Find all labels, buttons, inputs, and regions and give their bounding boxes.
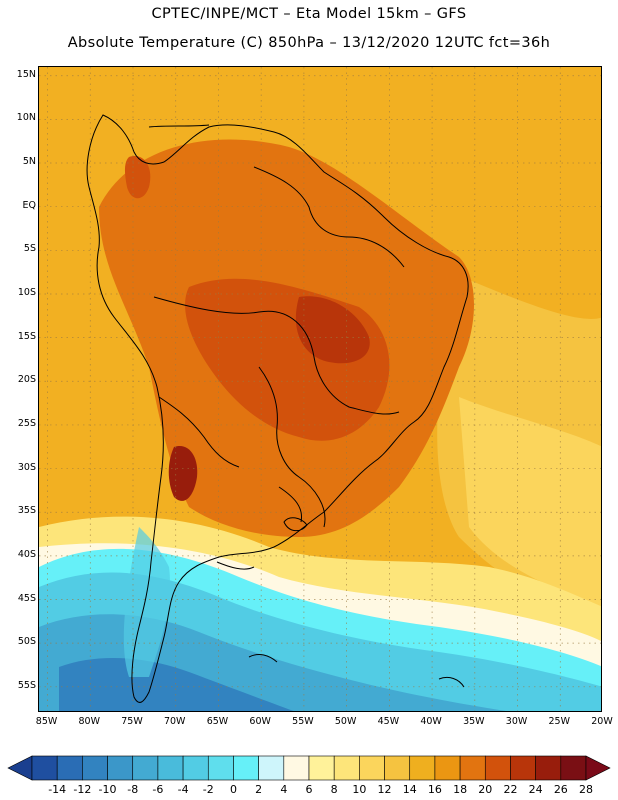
colorbar-tick-label: 24 [528,783,543,796]
lat-label: 10N [16,112,36,124]
map-title-line-1: CPTEC/INPE/MCT – Eta Model 15km – GFS [151,6,467,22]
colorbar-tick-label: -10 [98,783,117,796]
lat-label: 35S [17,505,36,517]
lat-label: EQ [22,199,36,211]
colorbar-tick-label: 20 [478,783,493,796]
colorbar-tick-label: 14 [402,783,417,796]
lon-label: 30W [505,716,528,727]
field-patagonia [123,527,170,677]
colorbar-segment [510,755,536,781]
colorbar-tick-label: 10 [352,783,367,796]
lon-label: 55W [292,716,314,727]
colorbar-tick-label: 8 [330,783,338,796]
colorbar-segment [107,755,134,781]
lon-label: 25W [548,716,570,727]
lat-label: 15S [17,330,36,342]
colorbar-segment [82,755,108,781]
colorbar-tick-label: -12 [73,783,92,796]
colorbar-under-arrow [7,755,33,781]
colorbar-segment [283,755,310,781]
colorbar-tick-label: 0 [229,783,237,796]
colorbar-segment [31,755,58,781]
lat-lon-grid [39,67,601,711]
colorbar-segment [359,755,385,781]
lon-label: 40W [420,716,442,727]
lon-label: 60W [249,716,271,727]
lon-label: 85W [35,716,58,727]
colorbar-segment [434,755,461,781]
temperature-field [39,67,601,711]
field-east-paleyellow [459,397,601,607]
colorbar-tick-label: 12 [377,783,392,796]
colorbar-tick-label: 26 [553,783,568,796]
colorbar-segment [308,755,335,781]
colorbar-tick-label: 2 [255,783,263,796]
colorbar-segment [207,755,234,781]
colorbar-segment [535,755,562,781]
lat-label: 45S [17,592,36,604]
lon-label: 80W [78,716,100,727]
colorbar-tick-label: -2 [202,783,214,796]
lat-label: 5S [23,243,36,255]
field-cold-4 [59,657,294,711]
colorbar-tick-label: -8 [127,783,139,796]
colorbar-tick-label: 16 [427,783,442,796]
lat-label: 20S [17,374,36,386]
lon-label: 45W [377,716,400,727]
colorbar-segment [459,755,486,781]
lat-label: 25S [17,417,36,429]
colorbar-segment [384,755,411,781]
lon-label: 20W [591,716,613,727]
colorbar-tick-label: 6 [305,783,313,796]
colorbar-segment [233,755,259,781]
lat-label: 5N [22,156,36,168]
field-hotspot-1 [295,296,370,364]
lat-label: 55S [17,679,36,691]
colorbar-tick-label: -6 [152,783,164,796]
colorbar-segment [258,755,285,781]
colorbar-segment [333,755,360,781]
lat-label: 50S [17,636,36,648]
lat-label: 15N [16,68,36,80]
map-title-line-2: Absolute Temperature (C) 850hPa – 13/12/… [67,35,551,51]
lon-label: 70W [163,716,186,727]
lon-label: 50W [334,716,357,727]
colorbar-over-arrow [585,755,611,781]
colorbar-tick-label: -4 [177,783,189,796]
temperature-colorbar [7,755,611,781]
colorbar-segment [560,755,587,781]
colorbar-segment [157,755,184,781]
colorbar-tick-label: -14 [48,783,67,796]
colorbar-segment [132,755,159,781]
colorbar-segment [409,755,436,781]
colorbar-tick-label: 22 [503,783,518,796]
temperature-map [38,66,602,712]
colorbar-tick-label: 18 [453,783,468,796]
lon-label: 75W [121,716,143,727]
colorbar-tick-label: 4 [280,783,288,796]
field-hotspot-2 [168,446,198,501]
field-hotspot-3 [124,156,151,199]
colorbar-tick-label: 28 [579,783,593,796]
colorbar-segment [56,755,83,781]
lon-label: 65W [206,716,229,727]
lon-label: 35W [463,716,485,727]
lat-label: 40S [17,548,36,560]
colorbar-segment [182,755,209,781]
lat-label: 30S [17,461,36,473]
coastline [86,114,469,703]
lat-label: 10S [17,286,36,298]
colorbar-segment [484,755,511,781]
